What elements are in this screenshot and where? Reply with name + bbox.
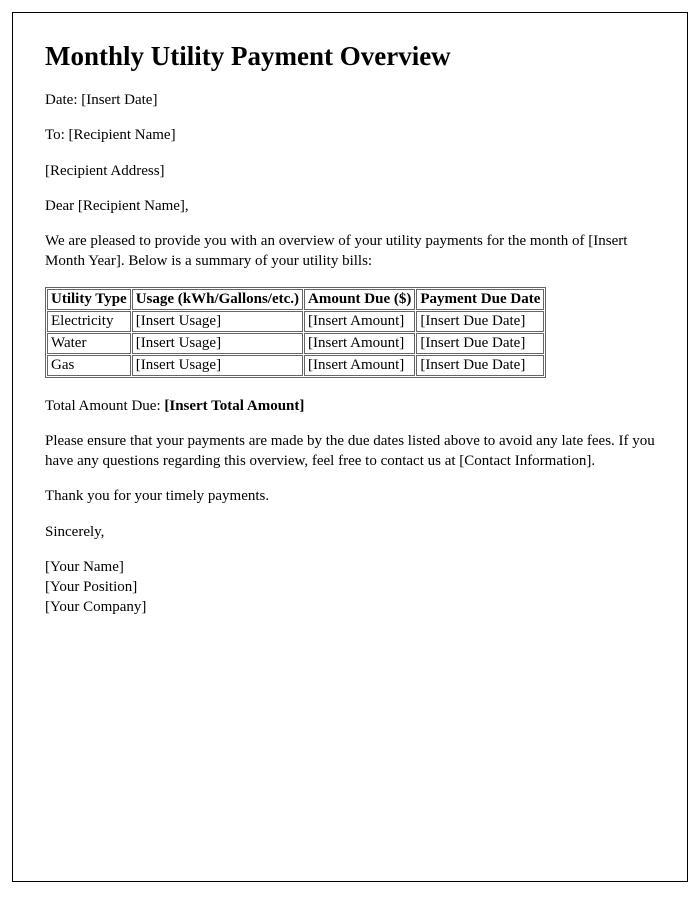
cell-amount: [Insert Amount] [304, 355, 415, 376]
signature-block: [Your Name] [Your Position] [Your Compan… [45, 557, 655, 618]
signature-company: [Your Company] [45, 597, 655, 617]
to-line: To: [Recipient Name] [45, 125, 655, 145]
table-row: Water [Insert Usage] [Insert Amount] [In… [47, 333, 544, 354]
signature-name: [Your Name] [45, 557, 655, 577]
col-payment-due: Payment Due Date [416, 289, 544, 310]
notice-paragraph: Please ensure that your payments are mad… [45, 431, 655, 472]
page-title: Monthly Utility Payment Overview [45, 41, 655, 72]
total-label: Total Amount Due: [45, 398, 164, 414]
table-header-row: Utility Type Usage (kWh/Gallons/etc.) Am… [47, 289, 544, 310]
col-usage: Usage (kWh/Gallons/etc.) [132, 289, 303, 310]
cell-due-date: [Insert Due Date] [416, 311, 544, 332]
greeting: Dear [Recipient Name], [45, 196, 655, 216]
intro-paragraph: We are pleased to provide you with an ov… [45, 231, 655, 272]
col-utility-type: Utility Type [47, 289, 131, 310]
thanks-line: Thank you for your timely payments. [45, 486, 655, 506]
utility-table: Utility Type Usage (kWh/Gallons/etc.) Am… [45, 287, 546, 378]
date-line: Date: [Insert Date] [45, 90, 655, 110]
document-page: Monthly Utility Payment Overview Date: [… [12, 12, 688, 882]
cell-due-date: [Insert Due Date] [416, 355, 544, 376]
cell-utility-type: Electricity [47, 311, 131, 332]
table-row: Electricity [Insert Usage] [Insert Amoun… [47, 311, 544, 332]
total-line: Total Amount Due: [Insert Total Amount] [45, 396, 655, 416]
address-line: [Recipient Address] [45, 161, 655, 181]
cell-due-date: [Insert Due Date] [416, 333, 544, 354]
cell-amount: [Insert Amount] [304, 311, 415, 332]
cell-usage: [Insert Usage] [132, 355, 303, 376]
table-row: Gas [Insert Usage] [Insert Amount] [Inse… [47, 355, 544, 376]
cell-amount: [Insert Amount] [304, 333, 415, 354]
cell-usage: [Insert Usage] [132, 311, 303, 332]
signature-position: [Your Position] [45, 577, 655, 597]
cell-utility-type: Water [47, 333, 131, 354]
closing-line: Sincerely, [45, 522, 655, 542]
col-amount-due: Amount Due ($) [304, 289, 415, 310]
cell-usage: [Insert Usage] [132, 333, 303, 354]
total-value: [Insert Total Amount] [164, 398, 304, 414]
cell-utility-type: Gas [47, 355, 131, 376]
